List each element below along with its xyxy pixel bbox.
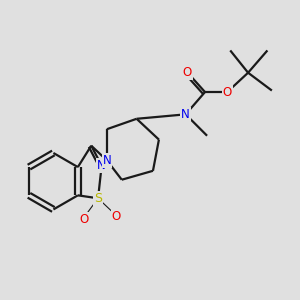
Text: O: O [79,213,88,226]
Text: N: N [181,108,190,121]
Text: S: S [94,192,102,205]
Text: O: O [182,66,192,79]
Text: O: O [112,210,121,223]
Text: N: N [103,154,111,167]
Text: N: N [97,159,106,172]
Text: O: O [223,85,232,98]
